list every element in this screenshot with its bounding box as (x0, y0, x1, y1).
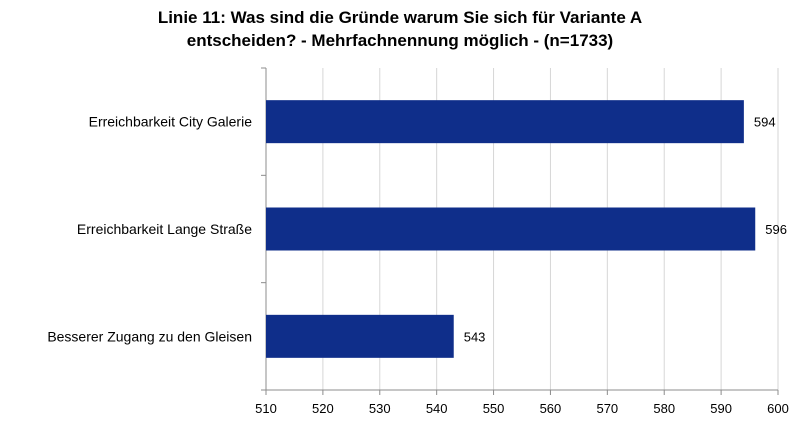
data-label: 594 (754, 115, 776, 130)
category-label: Besserer Zugang zu den Gleisen (47, 328, 252, 344)
data-label: 543 (464, 329, 486, 344)
x-tick-label: 520 (312, 401, 334, 416)
chart-title-line-2: entscheiden? - Mehrfachnennung möglich -… (186, 31, 614, 50)
category-label: Erreichbarkeit Lange Straße (77, 221, 252, 237)
x-tick-label: 550 (483, 401, 505, 416)
bar (266, 314, 454, 358)
bar (266, 100, 744, 144)
bars (266, 100, 756, 358)
chart-title-line-1: Linie 11: Was sind die Gründe warum Sie … (157, 8, 643, 27)
labels: 510 520 530 540 550 560 570 580 590 600 Erreichbar… (47, 114, 789, 416)
x-tick-label: 580 (653, 401, 675, 416)
chart-title: Linie 11: Was sind die Gründe warum Sie … (0, 6, 800, 52)
data-label: 596 (765, 222, 787, 237)
x-tick-label: 540 (426, 401, 448, 416)
x-tick-label: 510 (255, 401, 277, 416)
x-tick-label: 560 (540, 401, 562, 416)
category-label: Erreichbarkeit City Galerie (89, 114, 253, 130)
x-tick-label: 530 (369, 401, 391, 416)
x-tick-label: 590 (710, 401, 732, 416)
bar (266, 207, 756, 251)
x-tick-label: 570 (596, 401, 618, 416)
x-tick-label: 600 (767, 401, 789, 416)
